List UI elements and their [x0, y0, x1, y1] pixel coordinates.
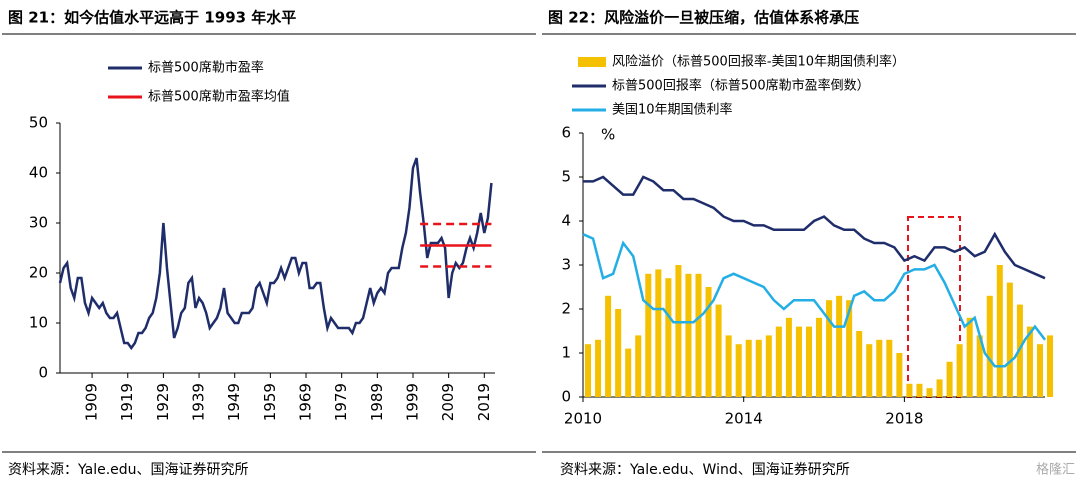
legend-label: 标普500回报率（标普500席勒市盈率倒数） [612, 78, 870, 94]
bar [966, 317, 973, 397]
legend-label: 标普500席勒市盈率均值 [148, 89, 290, 105]
y-tick-label: 3 [561, 256, 571, 274]
legend-label: 风险溢价（标普500回报率-美国10年期国债利率） [612, 54, 905, 70]
bar [816, 317, 823, 397]
bar [846, 300, 853, 397]
bar [755, 339, 762, 397]
y-tick-label: 5 [561, 168, 571, 186]
bar [1026, 326, 1033, 397]
y-tick-label: 40 [29, 164, 48, 182]
y-axis-label: % [601, 126, 615, 144]
x-tick-label: 1949 [225, 383, 243, 421]
bar [645, 273, 652, 397]
bar [685, 273, 692, 397]
source: 资料来源：Yale.edu、国海证券研究所 [8, 462, 249, 478]
x-tick-label: 2010 [564, 410, 602, 428]
bar [976, 335, 983, 397]
x-tick-label: 1959 [261, 383, 279, 421]
bar [775, 326, 782, 397]
bar [735, 344, 742, 397]
x-tick-label: 1919 [118, 383, 136, 421]
bar [745, 339, 752, 397]
bar [655, 269, 662, 397]
bar [886, 339, 893, 397]
bar [585, 344, 592, 397]
highlight-box [907, 216, 961, 398]
bar [635, 335, 642, 397]
bar [715, 304, 722, 397]
bar [1047, 335, 1054, 397]
bar [876, 339, 883, 397]
y-tick-label: 10 [29, 314, 48, 332]
bar [695, 273, 702, 397]
bar [1036, 344, 1043, 397]
x-tick-label: 2014 [725, 410, 763, 428]
bar [805, 326, 812, 397]
bar [705, 287, 712, 397]
x-tick-label: 1979 [332, 383, 350, 421]
bar [896, 353, 903, 397]
bar [765, 335, 772, 397]
bar [916, 383, 923, 397]
x-tick-label: 2009 [439, 383, 457, 421]
bar [625, 348, 632, 397]
x-tick-label: 1969 [297, 383, 315, 421]
bar [936, 379, 943, 397]
bar [1006, 282, 1013, 397]
y-tick-label: 2 [561, 300, 571, 318]
bar [615, 309, 622, 397]
bar [986, 295, 993, 397]
bar [795, 326, 802, 397]
x-tick-label: 1989 [368, 383, 386, 421]
y-tick-label: 30 [29, 214, 48, 232]
x-tick-label: 1939 [190, 383, 208, 421]
bar [675, 265, 682, 397]
bar [926, 388, 933, 397]
legend-swatch [578, 57, 606, 67]
legend-label: 美国10年期国债利率 [612, 102, 733, 118]
chart-title: 图 21：如今估值水平远高于 1993 年水平 [8, 9, 296, 27]
bar [866, 344, 873, 397]
x-tick-label: 1999 [403, 383, 421, 421]
bar [946, 361, 953, 397]
x-tick-label: 2019 [475, 383, 493, 421]
y-tick-label: 6 [561, 124, 571, 142]
x-tick-label: 1929 [154, 383, 172, 421]
series-line [58, 157, 493, 351]
bar [856, 331, 863, 397]
series-line [582, 233, 1046, 368]
chart-title: 图 22：风险溢价一旦被压缩，估值体系将承压 [548, 9, 859, 27]
y-tick-label: 0 [561, 388, 571, 406]
bar [665, 278, 672, 397]
bar [996, 265, 1003, 397]
bar [836, 295, 843, 397]
x-tick-label: 2018 [885, 410, 923, 428]
legend-label: 标普500席勒市盈率 [148, 60, 264, 76]
watermark: 格隆汇 [1036, 462, 1075, 478]
y-tick-label: 50 [29, 114, 48, 132]
bar [725, 335, 732, 397]
bar [956, 344, 963, 397]
bar [906, 383, 913, 397]
source: 资料来源：Yale.edu、Wind、国海证券研究所 [560, 462, 850, 478]
y-tick-label: 20 [29, 264, 48, 282]
x-tick-label: 1909 [83, 383, 101, 421]
bar [785, 317, 792, 397]
bar [826, 300, 833, 397]
bar [595, 339, 602, 397]
y-tick-label: 4 [561, 212, 571, 230]
y-tick-label: 1 [561, 344, 571, 362]
y-tick-label: 0 [38, 364, 48, 382]
series-line [583, 175, 1046, 280]
bar [605, 295, 612, 397]
